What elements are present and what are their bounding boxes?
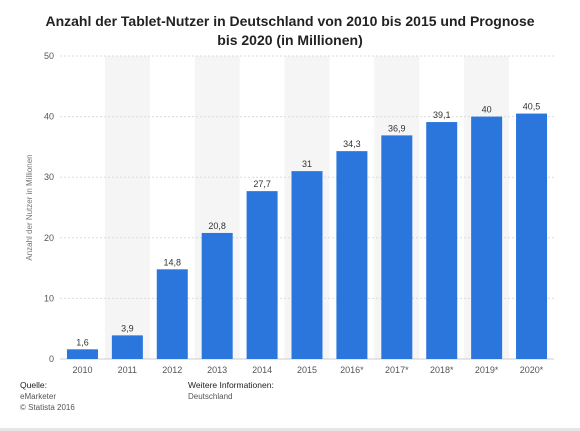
source-block: Quelle: eMarketer © Statista 2016 (20, 380, 75, 413)
bottom-divider (0, 428, 580, 431)
bar (111, 335, 143, 359)
x-tick-label: 2010 (72, 365, 92, 375)
x-tick-label: 2012 (162, 365, 182, 375)
column-band (104, 56, 150, 359)
bar-chart: 0 10 20 30 40 50 1,6 2010 3,9 2011 14,8 2012 20,8 201… (25, 51, 554, 375)
data-label: 31 (302, 159, 312, 169)
source-heading: Quelle: (20, 380, 47, 390)
bar (291, 171, 323, 359)
x-tick-label: 2013 (207, 365, 227, 375)
data-label: 36,9 (388, 123, 406, 133)
chart-title-line-2: bis 2020 (in Millionen) (217, 32, 363, 48)
y-axis-label: Anzahl der Nutzer in Millionen (25, 154, 34, 260)
y-tick-label: 50 (44, 51, 54, 61)
bar (516, 113, 548, 359)
bar (381, 135, 413, 359)
x-tick-label: 2017* (385, 365, 409, 375)
bar (336, 151, 368, 359)
y-tick-label: 20 (44, 233, 54, 243)
copyright-text[interactable]: © Statista 2016 (20, 403, 75, 412)
data-label: 39,1 (433, 110, 451, 120)
y-tick-label: 10 (44, 293, 54, 303)
bar (66, 349, 98, 359)
data-label: 34,3 (343, 139, 361, 149)
info-block: Weitere Informationen: Deutschland (188, 380, 274, 402)
x-tick-label: 2011 (118, 365, 137, 375)
bar (426, 122, 458, 359)
data-label: 40 (482, 105, 492, 115)
bar (201, 232, 233, 359)
chart-title-line-1: Anzahl der Tablet-Nutzer in Deutschland … (45, 13, 535, 29)
data-label: 27,7 (253, 179, 271, 189)
data-label: 40,5 (523, 102, 541, 112)
y-tick-label: 0 (49, 354, 54, 364)
chart-title: Anzahl der Tablet-Nutzer in Deutschland … (0, 12, 580, 50)
data-label: 1,6 (76, 337, 89, 347)
data-label: 14,8 (164, 257, 182, 267)
source-name[interactable]: eMarketer (20, 392, 57, 401)
bar (246, 191, 278, 359)
info-value: Deutschland (188, 392, 233, 401)
y-tick-label: 30 (44, 172, 54, 182)
x-tick-label: 2019* (475, 365, 499, 375)
bar (471, 116, 503, 359)
x-tick-label: 2016* (340, 365, 364, 375)
x-tick-label: 2018* (430, 365, 454, 375)
x-tick-label: 2014 (252, 365, 272, 375)
x-tick-label: 2020* (520, 365, 544, 375)
x-tick-label: 2015 (297, 365, 317, 375)
info-heading: Weitere Informationen: (188, 380, 274, 390)
y-tick-label: 40 (44, 112, 54, 122)
bar (156, 269, 188, 359)
data-label: 20,8 (208, 221, 226, 231)
data-label: 3,9 (121, 323, 134, 333)
